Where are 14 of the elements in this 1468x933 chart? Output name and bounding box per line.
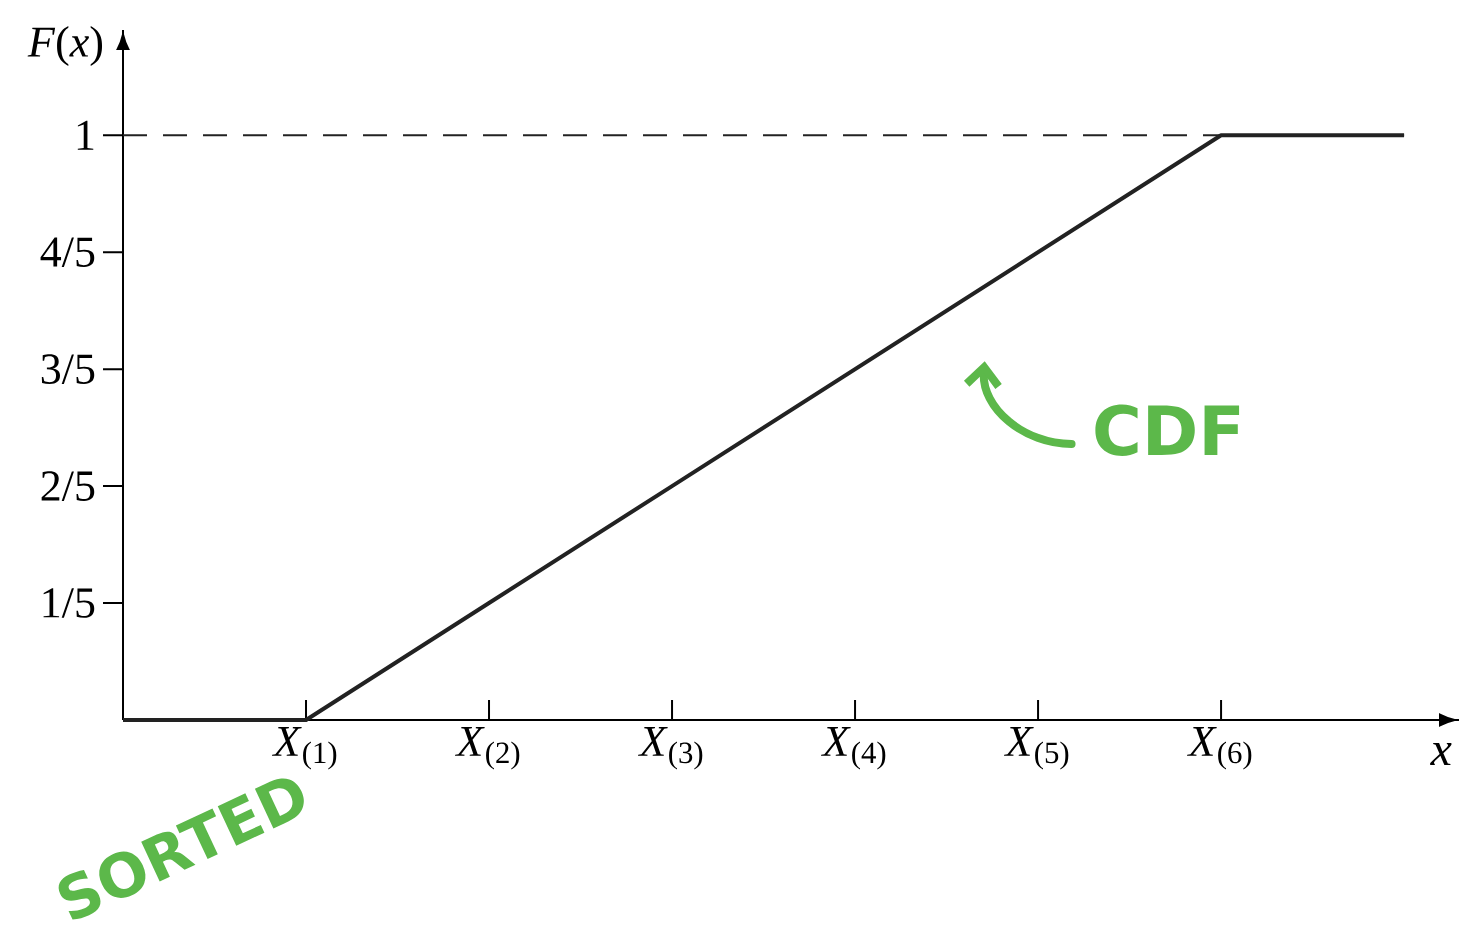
y-tick-label: 2/5 [41, 471, 95, 501]
x-tick-label: X$_{(5)}$ [1003, 726, 1069, 770]
x-tick-label: X$_{(6)}$ [1186, 726, 1252, 770]
x-tick-label: X$_{(4)}$ [820, 726, 886, 770]
x-axis-title: x [1430, 742, 1452, 765]
y-axis-title: F(x) [27, 25, 103, 66]
x-tick-label: X$_{(2)}$ [454, 726, 520, 770]
y-tick-label: 1/5 [43, 588, 95, 618]
annotation: CDF [1095, 404, 1240, 456]
x-tick-label: X$_{(3)}$ [637, 726, 703, 770]
y-tick-label: 3/5 [41, 354, 95, 384]
y-tick-label: 1 [77, 120, 94, 150]
y-tick-label: 4/5 [40, 237, 95, 267]
x-tick-label: X$_{(1)}$ [271, 726, 337, 770]
